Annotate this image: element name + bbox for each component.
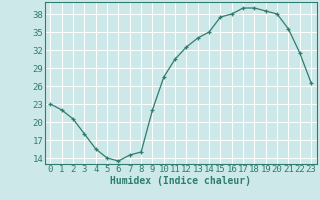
X-axis label: Humidex (Indice chaleur): Humidex (Indice chaleur) <box>110 176 251 186</box>
